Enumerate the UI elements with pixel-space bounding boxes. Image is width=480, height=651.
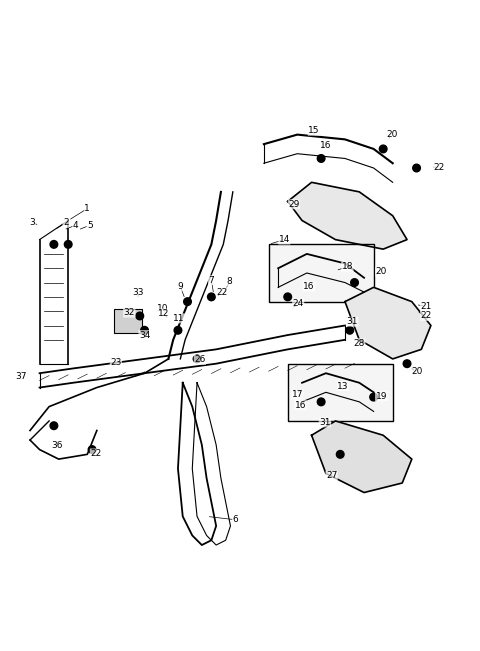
Circle shape bbox=[317, 155, 325, 162]
Text: 22: 22 bbox=[216, 288, 228, 297]
Circle shape bbox=[174, 326, 182, 334]
Circle shape bbox=[284, 293, 291, 301]
Circle shape bbox=[184, 298, 192, 305]
Text: 26: 26 bbox=[194, 355, 205, 365]
Text: 24: 24 bbox=[293, 299, 304, 308]
Text: 27: 27 bbox=[326, 471, 337, 480]
Text: 12: 12 bbox=[158, 309, 170, 318]
Text: 6: 6 bbox=[232, 515, 238, 524]
Circle shape bbox=[351, 279, 359, 286]
Text: 22: 22 bbox=[434, 163, 445, 172]
Text: 10: 10 bbox=[157, 304, 168, 313]
Text: 33: 33 bbox=[132, 288, 144, 297]
Text: 9: 9 bbox=[178, 282, 183, 291]
Circle shape bbox=[336, 450, 344, 458]
Text: 32: 32 bbox=[123, 308, 135, 317]
Text: 18: 18 bbox=[342, 262, 353, 271]
Text: 31: 31 bbox=[347, 317, 358, 326]
Text: 19: 19 bbox=[375, 392, 387, 400]
Text: 3: 3 bbox=[30, 218, 36, 227]
Text: 11: 11 bbox=[173, 314, 185, 323]
Text: 4: 4 bbox=[72, 221, 78, 230]
Text: 2: 2 bbox=[63, 218, 69, 227]
Text: 29: 29 bbox=[288, 200, 300, 209]
Circle shape bbox=[403, 360, 411, 368]
Text: 16: 16 bbox=[320, 141, 332, 150]
Text: 37: 37 bbox=[16, 372, 27, 381]
Text: 17: 17 bbox=[291, 390, 303, 399]
Text: 23: 23 bbox=[110, 358, 121, 367]
Text: 13: 13 bbox=[337, 381, 349, 391]
Circle shape bbox=[413, 164, 420, 172]
Text: 15: 15 bbox=[308, 126, 320, 135]
Circle shape bbox=[50, 422, 58, 430]
Circle shape bbox=[64, 241, 72, 248]
FancyBboxPatch shape bbox=[269, 244, 373, 301]
Circle shape bbox=[136, 312, 144, 320]
Text: 7: 7 bbox=[208, 275, 214, 284]
Text: 20: 20 bbox=[411, 367, 422, 376]
Circle shape bbox=[207, 293, 215, 301]
Text: 21: 21 bbox=[420, 302, 432, 311]
Polygon shape bbox=[312, 421, 412, 493]
Circle shape bbox=[346, 326, 354, 334]
Circle shape bbox=[88, 446, 96, 453]
FancyBboxPatch shape bbox=[114, 309, 142, 333]
Text: 14: 14 bbox=[279, 235, 290, 244]
Text: 28: 28 bbox=[354, 339, 365, 348]
Polygon shape bbox=[345, 287, 431, 359]
Circle shape bbox=[193, 355, 201, 363]
Text: 16: 16 bbox=[295, 401, 306, 409]
Circle shape bbox=[379, 145, 387, 153]
Text: 22: 22 bbox=[420, 311, 432, 320]
Text: 36: 36 bbox=[51, 441, 62, 450]
Text: 34: 34 bbox=[139, 331, 150, 340]
Text: 22: 22 bbox=[90, 449, 101, 458]
Text: 20: 20 bbox=[386, 130, 397, 139]
Text: 5: 5 bbox=[87, 221, 93, 230]
Circle shape bbox=[370, 393, 377, 401]
Text: 1: 1 bbox=[84, 204, 90, 213]
Text: 16: 16 bbox=[303, 282, 315, 291]
FancyBboxPatch shape bbox=[288, 364, 393, 421]
Text: 20: 20 bbox=[375, 267, 387, 276]
Polygon shape bbox=[288, 182, 407, 249]
Circle shape bbox=[50, 241, 58, 248]
Text: 31: 31 bbox=[319, 418, 331, 427]
Circle shape bbox=[317, 398, 325, 406]
Circle shape bbox=[141, 326, 148, 334]
Text: 8: 8 bbox=[227, 277, 232, 286]
